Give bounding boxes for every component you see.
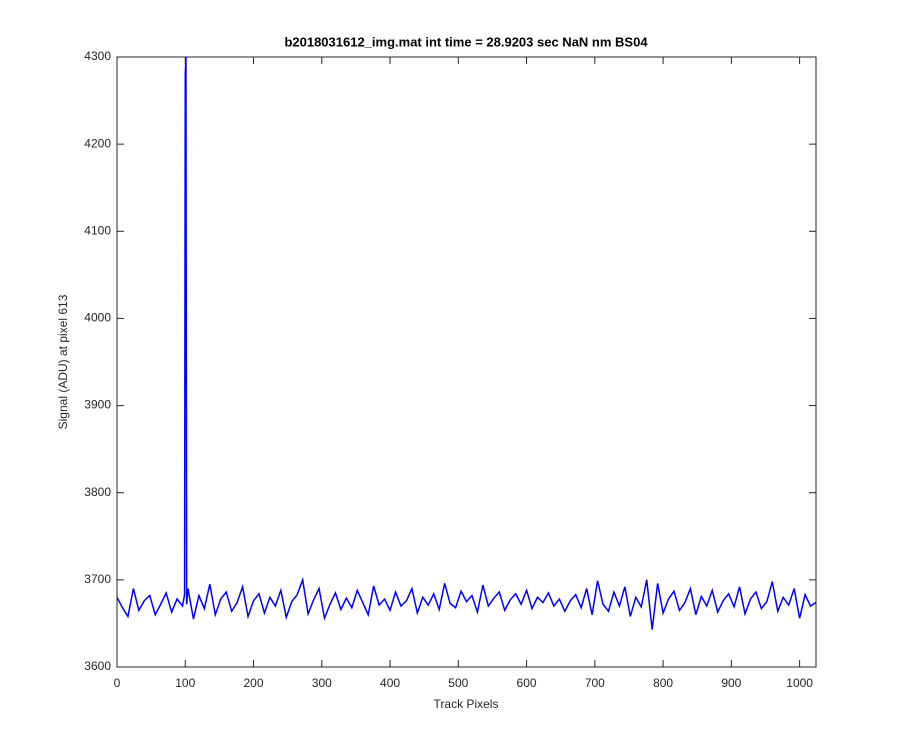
x-axis-label: Track Pixels [434,697,499,711]
y-tick-label: 3900 [84,398,111,412]
x-tick-label: 400 [380,676,400,690]
y-tick-label: 4300 [84,49,111,63]
x-tick-label: 1000 [786,676,813,690]
y-tick-label: 3700 [84,572,111,586]
x-tick-label: 200 [244,676,264,690]
y-tick-label: 3600 [84,659,111,673]
chart-title: b2018031612_img.mat int time = 28.9203 s… [284,34,648,49]
x-tick-label: 0 [114,676,121,690]
y-tick-label: 3800 [84,485,111,499]
y-tick-label: 4000 [84,311,111,325]
x-tick-label: 900 [721,676,741,690]
signal-line [117,57,816,630]
x-tick-label: 300 [312,676,332,690]
x-tick-label: 700 [585,676,605,690]
plot-area [116,56,817,668]
x-tick-label: 600 [517,676,537,690]
y-tick-label: 4200 [84,136,111,150]
x-tick-label: 800 [653,676,673,690]
y-axis-label: Signal (ADU) at pixel 613 [56,294,70,429]
x-tick-label: 500 [448,676,468,690]
y-tick-label: 4100 [84,223,111,237]
x-tick-label: 100 [175,676,195,690]
